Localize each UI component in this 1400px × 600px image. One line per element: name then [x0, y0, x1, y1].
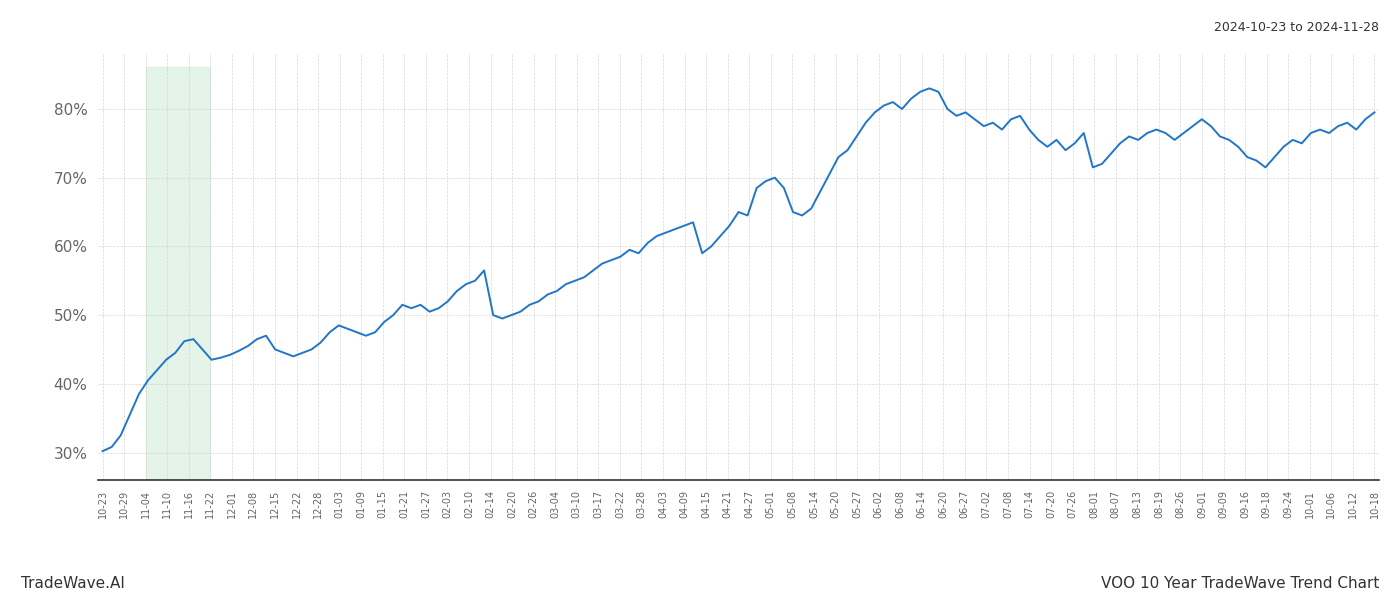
Bar [146, 67, 210, 480]
Text: VOO 10 Year TradeWave Trend Chart: VOO 10 Year TradeWave Trend Chart [1100, 576, 1379, 591]
Text: 2024-10-23 to 2024-11-28: 2024-10-23 to 2024-11-28 [1214, 21, 1379, 34]
Text: TradeWave.AI: TradeWave.AI [21, 576, 125, 591]
